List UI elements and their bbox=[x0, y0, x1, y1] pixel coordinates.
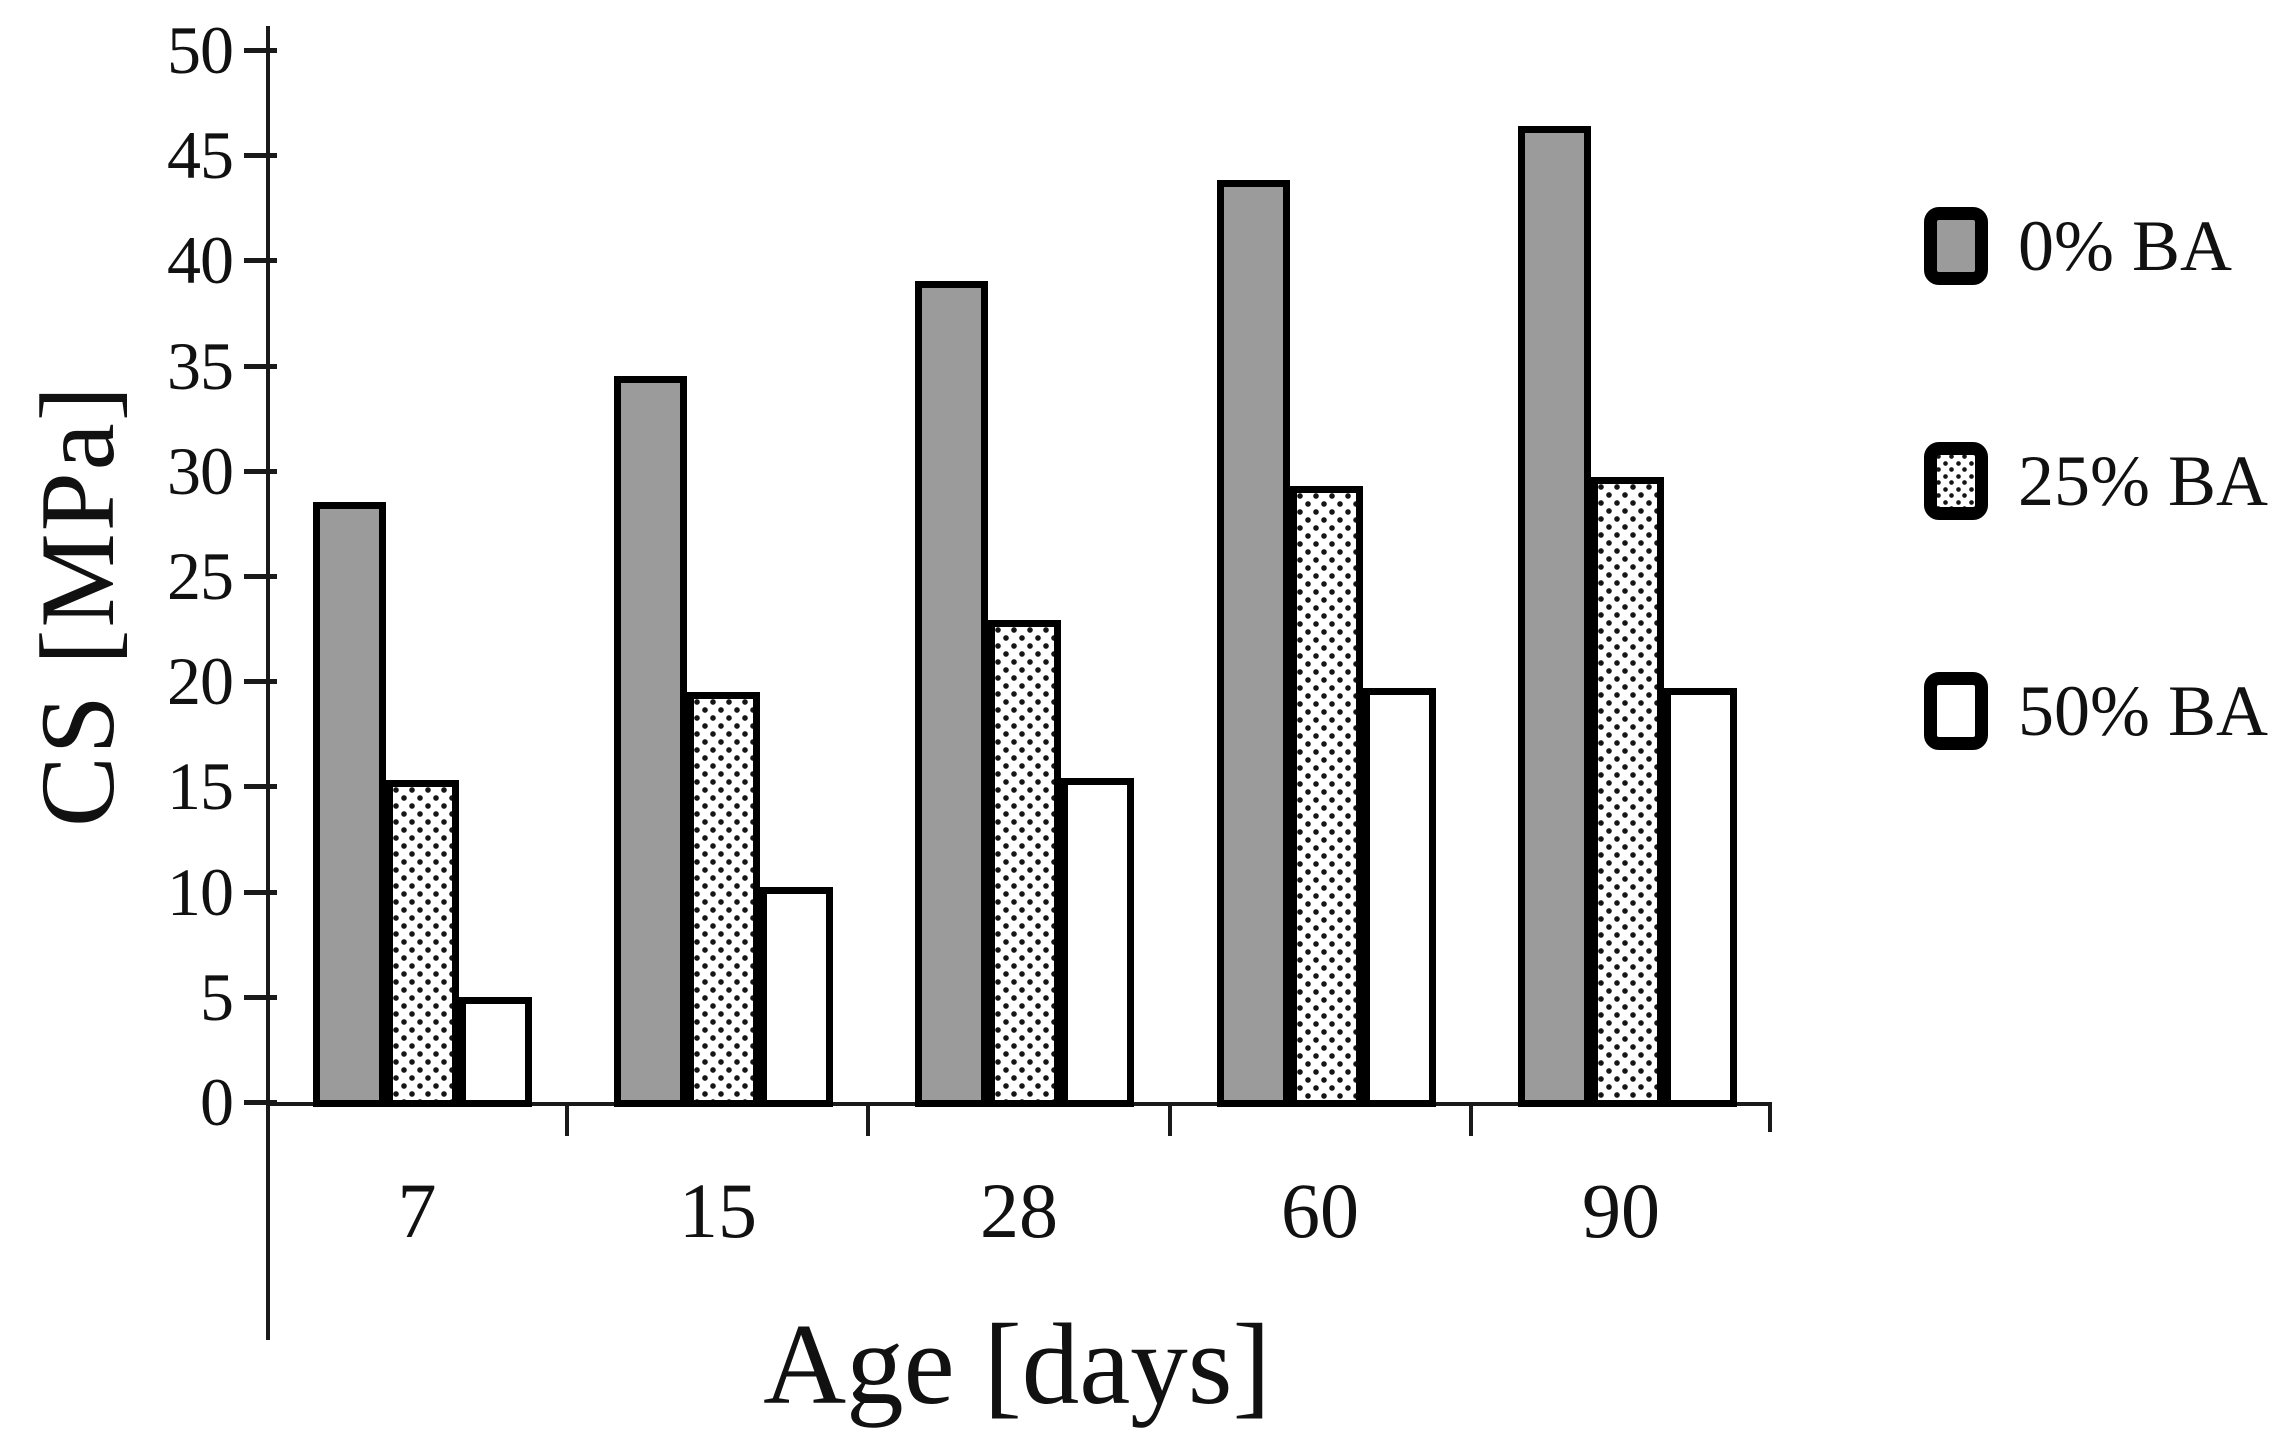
y-tick-label: 0 bbox=[200, 1064, 234, 1140]
bar-0ba-age90 bbox=[1518, 126, 1591, 1107]
x-axis-title: Age [days] bbox=[763, 1301, 1271, 1428]
y-axis-tick bbox=[244, 258, 277, 264]
y-axis-tick bbox=[244, 784, 277, 790]
legend-swatch-icon bbox=[1924, 672, 1988, 750]
bar-25ba-age28 bbox=[988, 620, 1061, 1107]
x-axis-tick bbox=[565, 1102, 570, 1136]
y-tick-label: 20 bbox=[167, 643, 234, 720]
y-axis-tick bbox=[244, 679, 277, 685]
bar-50ba-age7 bbox=[459, 997, 532, 1107]
x-axis-tick bbox=[1167, 1102, 1172, 1136]
y-tick-label: 35 bbox=[167, 327, 234, 404]
legend-label: 25% BA bbox=[2018, 441, 2268, 521]
bar-0ba-age7 bbox=[313, 502, 386, 1107]
y-tick-label: 10 bbox=[167, 853, 234, 930]
x-tick-label: 90 bbox=[1582, 1167, 1660, 1254]
x-tick-label: 28 bbox=[980, 1167, 1058, 1254]
y-tick-label: 5 bbox=[200, 958, 234, 1035]
legend-item-0ba: 0% BA bbox=[1924, 206, 2232, 286]
y-axis-tick bbox=[244, 994, 277, 1000]
y-tick-label: 15 bbox=[167, 748, 234, 825]
y-tick-label: 40 bbox=[167, 222, 234, 299]
legend-item-25ba: 25% BA bbox=[1924, 441, 2268, 521]
y-axis-tick bbox=[244, 153, 277, 159]
legend-label: 50% BA bbox=[2018, 671, 2268, 751]
bar-0ba-age60 bbox=[1217, 180, 1290, 1107]
x-tick-label: 7 bbox=[397, 1167, 437, 1254]
bar-25ba-age60 bbox=[1290, 486, 1363, 1107]
bar-25ba-age15 bbox=[687, 692, 760, 1107]
legend-swatch-icon bbox=[1924, 442, 1988, 520]
legend-label: 0% BA bbox=[2018, 206, 2232, 286]
y-axis-tick bbox=[244, 468, 277, 474]
bar-0ba-age28 bbox=[915, 281, 988, 1107]
bar-50ba-age90 bbox=[1664, 688, 1737, 1107]
x-tick-label: 15 bbox=[679, 1167, 757, 1254]
y-tick-label: 50 bbox=[167, 12, 234, 88]
legend-item-50ba: 50% BA bbox=[1924, 671, 2268, 751]
x-axis-tick bbox=[1468, 1102, 1473, 1136]
bar-50ba-age28 bbox=[1061, 778, 1134, 1107]
y-axis-tick bbox=[244, 574, 277, 579]
bar-0ba-age15 bbox=[614, 376, 687, 1107]
y-axis-tick bbox=[244, 1100, 277, 1105]
x-axis-end-tick bbox=[1768, 1102, 1772, 1132]
y-axis-tick bbox=[244, 48, 277, 53]
y-tick-label: 25 bbox=[167, 538, 234, 614]
y-tick-label: 30 bbox=[167, 432, 234, 509]
legend-swatch-icon bbox=[1924, 207, 1988, 285]
bar-50ba-age15 bbox=[760, 887, 833, 1107]
bar-25ba-age7 bbox=[386, 780, 459, 1107]
x-tick-label: 60 bbox=[1281, 1167, 1359, 1254]
y-tick-label: 45 bbox=[167, 117, 234, 194]
y-axis-tick bbox=[244, 363, 277, 369]
x-axis-tick bbox=[866, 1102, 871, 1136]
bar-50ba-age60 bbox=[1363, 688, 1436, 1107]
bar-25ba-age90 bbox=[1591, 477, 1664, 1107]
y-axis-tick bbox=[244, 889, 277, 895]
